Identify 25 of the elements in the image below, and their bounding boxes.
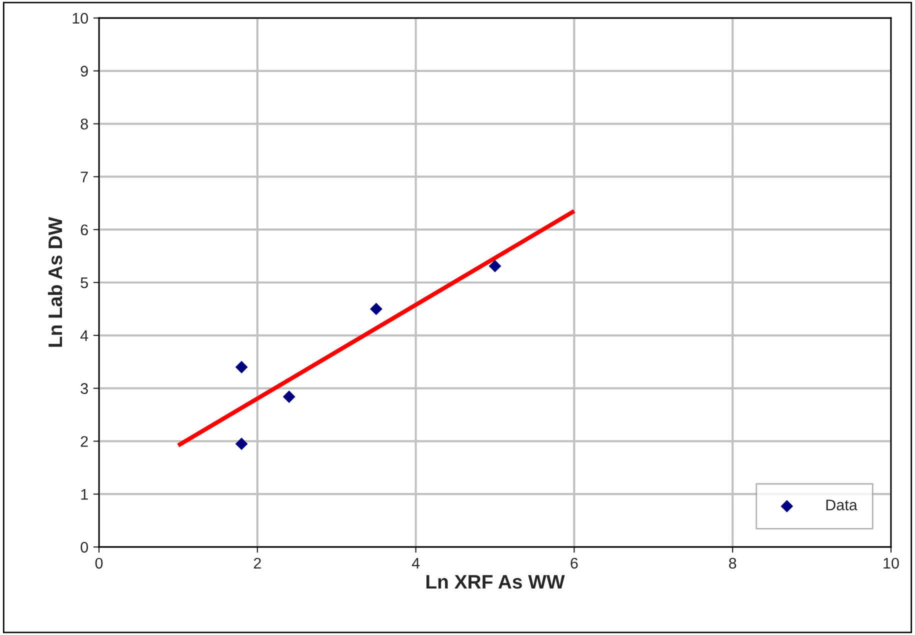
y-tick-label: 10 xyxy=(72,12,88,24)
point xyxy=(282,390,296,403)
y-tick-label: 9 xyxy=(80,66,88,77)
y-tick-label: 8 xyxy=(80,118,88,130)
y-tick-label: 7 xyxy=(80,172,88,182)
y-tick-label: 2 xyxy=(80,436,88,447)
x-tick-label: 6 xyxy=(570,558,578,569)
x-tick-label: 8 xyxy=(729,558,736,569)
x-tick-label: 0 xyxy=(95,558,103,569)
x-axis-title: Ln XRF As WW xyxy=(426,575,565,589)
point xyxy=(370,302,382,316)
x-tick-label: 2 xyxy=(254,558,261,568)
legend-label: Data xyxy=(826,500,858,510)
y-tick-label: 4 xyxy=(80,330,88,341)
y-axis-title: Ln Lab As DW xyxy=(48,216,62,347)
point xyxy=(235,438,248,450)
y-tick-label: 5 xyxy=(80,278,88,288)
x-tick-label: 4 xyxy=(412,558,420,568)
y-tick-label: 3 xyxy=(80,383,88,394)
point xyxy=(488,260,502,272)
point xyxy=(235,360,248,374)
y-tick-label: 6 xyxy=(80,224,88,236)
y-tick-label: 0 xyxy=(80,542,88,553)
y-tick-label: 1 xyxy=(81,489,88,500)
x-tick-label: 10 xyxy=(884,558,899,569)
